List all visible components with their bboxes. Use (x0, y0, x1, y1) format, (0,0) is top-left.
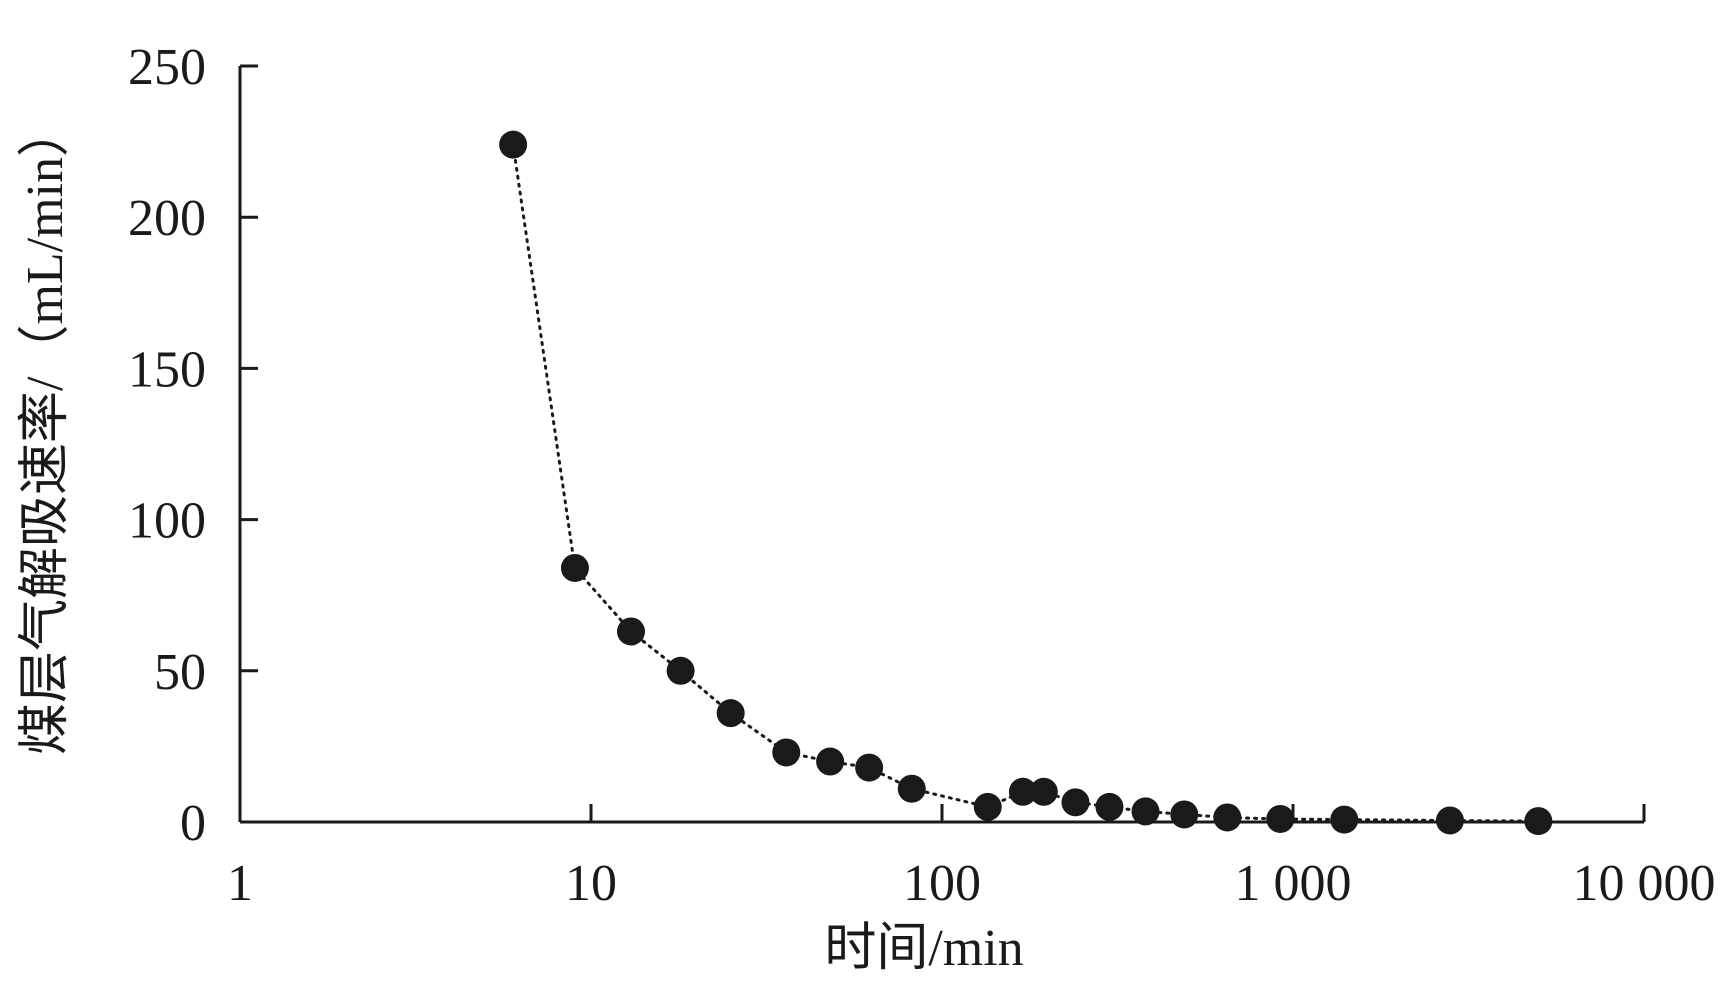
data-point (897, 774, 926, 803)
data-point (1095, 792, 1124, 821)
data-point (1266, 804, 1295, 833)
series-line-layer (511, 143, 1540, 823)
y-axis-title: 煤层气解吸速率/（mL/min） (17, 105, 74, 755)
data-point (1029, 777, 1058, 806)
x-tick-label: 10 000 (1573, 855, 1716, 912)
data-point (560, 553, 589, 582)
data-point (616, 617, 645, 646)
data-point (1330, 805, 1359, 834)
data-point (855, 753, 884, 782)
tick-labels-layer: 0 50 100 150 200 250 1 10 100 1 000 10 000 (128, 39, 1716, 912)
data-point (1213, 803, 1242, 832)
y-tick-label: 100 (128, 493, 206, 550)
data-point (973, 792, 1002, 821)
data-point (772, 738, 801, 767)
data-point (499, 130, 528, 159)
y-tick-label: 250 (128, 39, 206, 96)
series-dotted-line (511, 143, 1540, 823)
x-tick-label: 1 000 (1235, 855, 1352, 912)
y-tick-label: 50 (154, 644, 206, 701)
x-tick-label: 100 (903, 855, 981, 912)
data-point (1524, 807, 1553, 836)
data-points-layer (499, 130, 1553, 836)
y-tick-label: 150 (128, 341, 206, 398)
data-point (666, 656, 695, 685)
data-point (1061, 788, 1090, 817)
data-point (1008, 777, 1037, 806)
data-point (816, 747, 845, 776)
x-tick-label: 1 (227, 855, 253, 912)
y-tick-label: 200 (128, 190, 206, 247)
x-tick-label: 10 (565, 855, 617, 912)
data-point (1435, 806, 1464, 835)
data-point (1170, 800, 1199, 829)
axes-layer (238, 64, 1646, 824)
x-axis-title: 时间/min (824, 920, 1023, 977)
data-point (1131, 797, 1160, 826)
data-point (716, 699, 745, 728)
y-tick-label: 0 (180, 795, 206, 852)
